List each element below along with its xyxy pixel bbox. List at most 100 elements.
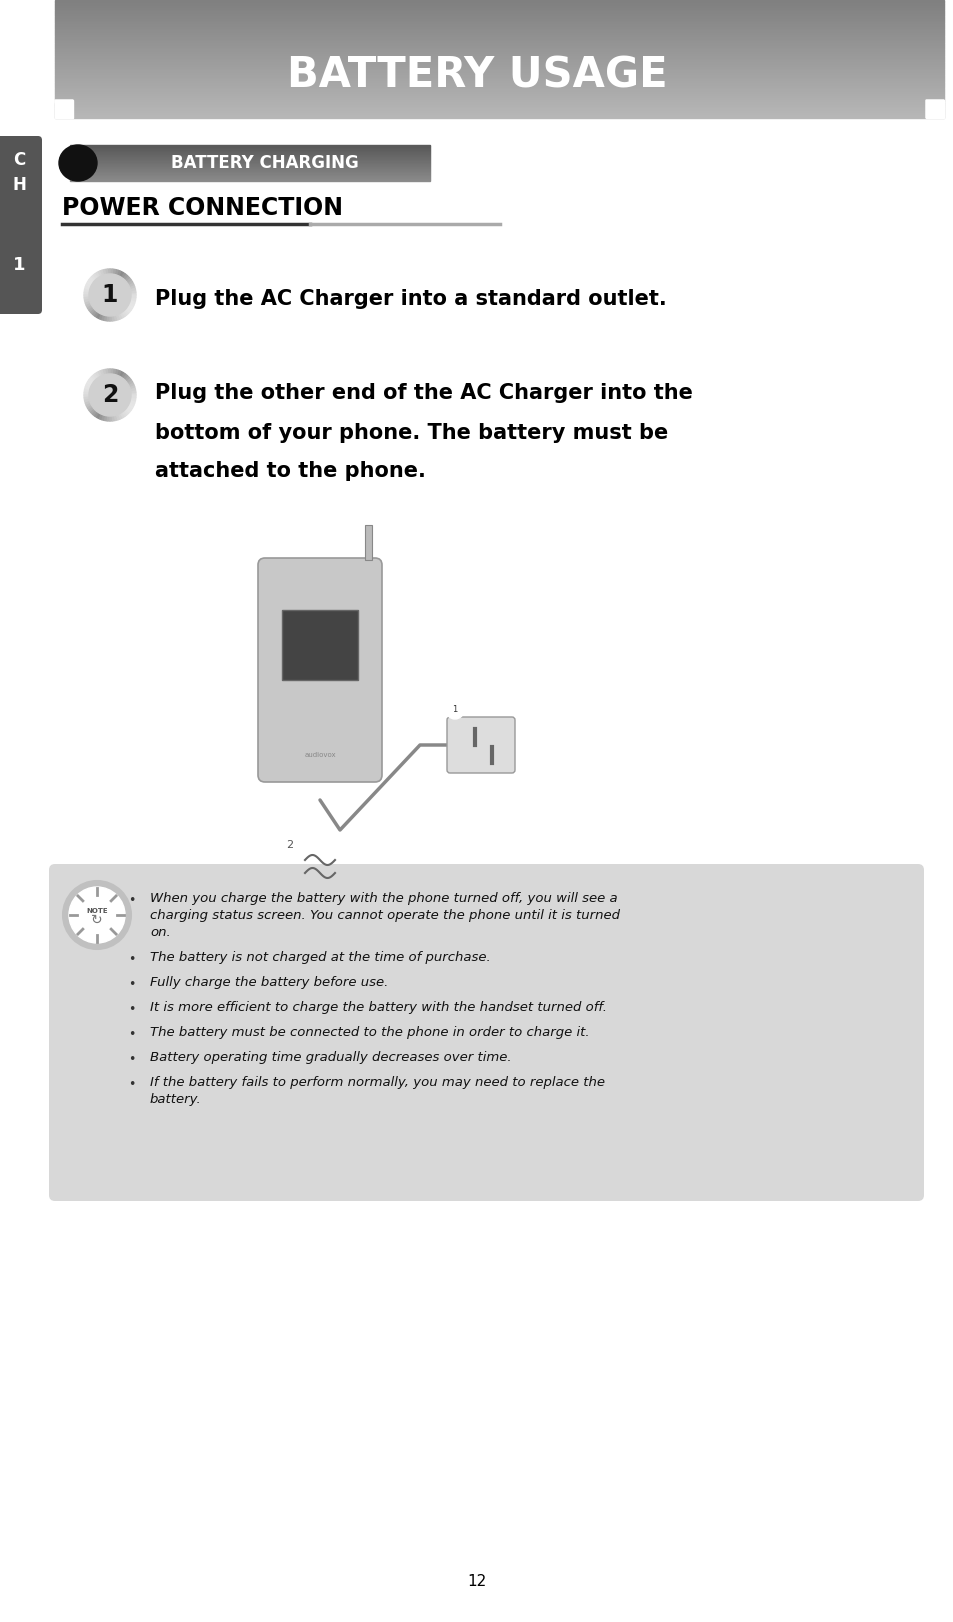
Text: 1: 1 <box>452 706 457 715</box>
Text: Fully charge the battery before use.: Fully charge the battery before use. <box>150 976 388 989</box>
Wedge shape <box>110 396 112 422</box>
Wedge shape <box>925 101 943 118</box>
Wedge shape <box>110 396 123 418</box>
FancyBboxPatch shape <box>0 136 42 315</box>
Wedge shape <box>110 396 135 402</box>
Wedge shape <box>92 295 110 316</box>
Wedge shape <box>110 389 135 396</box>
Wedge shape <box>110 295 123 320</box>
Wedge shape <box>89 378 110 396</box>
Text: When you charge the battery with the phone turned off, you will see a: When you charge the battery with the pho… <box>150 892 617 905</box>
Text: If the battery fails to perform normally, you may need to replace the: If the battery fails to perform normally… <box>150 1075 604 1088</box>
Text: BATTERY USAGE: BATTERY USAGE <box>287 54 666 96</box>
Wedge shape <box>110 295 133 308</box>
Wedge shape <box>84 292 110 295</box>
Wedge shape <box>110 272 125 295</box>
Wedge shape <box>110 276 130 295</box>
Wedge shape <box>99 295 110 320</box>
Wedge shape <box>110 396 120 420</box>
Wedge shape <box>110 396 115 420</box>
Wedge shape <box>86 396 110 409</box>
Wedge shape <box>88 295 110 310</box>
Wedge shape <box>86 295 110 308</box>
Wedge shape <box>110 295 135 300</box>
Wedge shape <box>92 375 110 396</box>
Circle shape <box>446 701 463 719</box>
Wedge shape <box>97 271 110 295</box>
Wedge shape <box>88 279 110 295</box>
Bar <box>55 101 73 118</box>
Wedge shape <box>91 276 110 295</box>
Wedge shape <box>110 396 135 401</box>
Text: H: H <box>12 177 26 195</box>
Circle shape <box>69 887 125 942</box>
Text: 2: 2 <box>286 840 294 850</box>
Wedge shape <box>110 295 115 321</box>
Wedge shape <box>84 396 110 397</box>
Wedge shape <box>110 396 131 412</box>
Text: Plug the other end of the AC Charger into the: Plug the other end of the AC Charger int… <box>154 383 692 402</box>
Wedge shape <box>94 373 110 396</box>
Text: charging status screen. You cannot operate the phone until it is turned: charging status screen. You cannot opera… <box>150 908 619 921</box>
Text: •: • <box>128 894 135 907</box>
Wedge shape <box>84 295 110 300</box>
Wedge shape <box>110 269 118 295</box>
Wedge shape <box>88 396 110 410</box>
Wedge shape <box>86 383 110 396</box>
Text: Battery operating time gradually decreases over time.: Battery operating time gradually decreas… <box>150 1051 511 1064</box>
Circle shape <box>63 881 131 949</box>
Wedge shape <box>110 396 130 414</box>
Text: •: • <box>128 1079 135 1092</box>
Wedge shape <box>110 295 130 315</box>
Bar <box>282 610 357 680</box>
Wedge shape <box>91 376 110 396</box>
Text: on.: on. <box>150 926 171 939</box>
Wedge shape <box>89 295 110 313</box>
Wedge shape <box>110 376 130 396</box>
Text: BATTERY CHARGING: BATTERY CHARGING <box>171 154 358 172</box>
Text: 1: 1 <box>12 256 25 274</box>
Wedge shape <box>110 375 128 396</box>
Wedge shape <box>94 272 110 295</box>
Wedge shape <box>110 370 115 396</box>
Bar <box>365 526 372 560</box>
Text: ↻: ↻ <box>91 913 103 928</box>
Wedge shape <box>110 393 136 396</box>
Wedge shape <box>110 380 132 396</box>
Wedge shape <box>110 383 133 396</box>
Wedge shape <box>110 282 133 295</box>
Wedge shape <box>110 295 112 321</box>
Wedge shape <box>85 384 110 396</box>
Wedge shape <box>110 287 135 295</box>
Wedge shape <box>89 396 110 412</box>
Text: Plug the AC Charger into a standard outlet.: Plug the AC Charger into a standard outl… <box>154 289 666 310</box>
Wedge shape <box>102 370 110 396</box>
Bar <box>925 101 943 118</box>
Text: •: • <box>128 1028 135 1041</box>
Wedge shape <box>85 396 110 406</box>
Text: POWER CONNECTION: POWER CONNECTION <box>62 196 343 221</box>
Text: •: • <box>128 954 135 967</box>
Wedge shape <box>84 290 110 295</box>
Text: 12: 12 <box>467 1575 486 1590</box>
Wedge shape <box>110 269 115 295</box>
Wedge shape <box>55 101 73 118</box>
Ellipse shape <box>59 144 97 182</box>
Wedge shape <box>85 284 110 295</box>
Wedge shape <box>91 295 110 315</box>
Wedge shape <box>110 396 134 406</box>
Wedge shape <box>94 396 110 417</box>
Wedge shape <box>110 396 118 420</box>
FancyBboxPatch shape <box>447 717 515 774</box>
Wedge shape <box>110 292 136 295</box>
Text: It is more efficient to charge the battery with the handset turned off.: It is more efficient to charge the batte… <box>150 1001 606 1014</box>
Wedge shape <box>88 380 110 396</box>
Text: NOTE: NOTE <box>86 908 108 915</box>
Text: C: C <box>12 151 25 169</box>
Wedge shape <box>110 295 134 305</box>
Wedge shape <box>110 295 128 316</box>
Wedge shape <box>110 373 125 396</box>
Wedge shape <box>85 396 110 402</box>
Wedge shape <box>110 277 131 295</box>
Wedge shape <box>110 396 125 417</box>
